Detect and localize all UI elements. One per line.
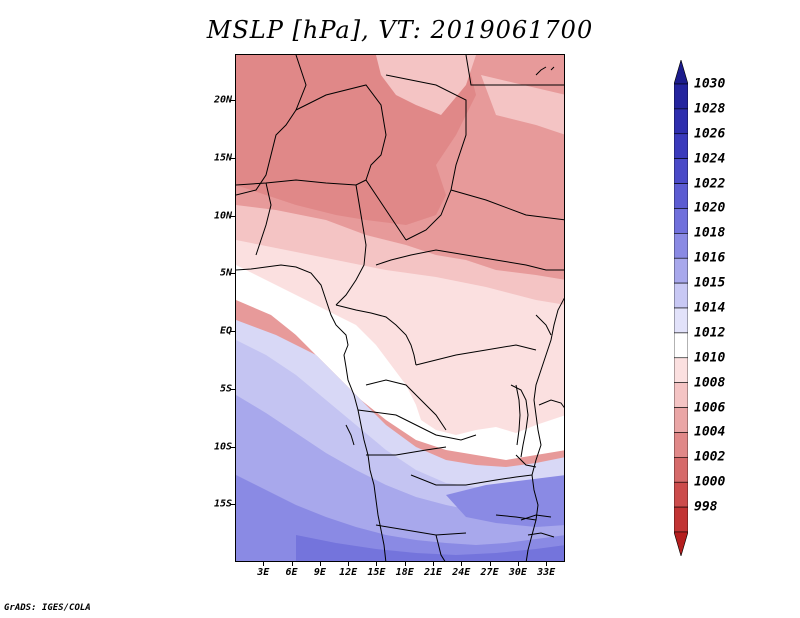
colorbar-label: 1015 [694, 275, 726, 291]
lon-tick-label: 30E [508, 567, 527, 578]
band-1014 [236, 265, 564, 460]
lat-tick-label: 10S [213, 441, 232, 453]
colorbar-swatch [674, 183, 688, 209]
colorbar-swatch [674, 83, 688, 110]
lat-tick-label: 5S [219, 383, 232, 395]
band-1015 [236, 320, 564, 495]
colorbar-swatch [674, 457, 688, 483]
lat-tick [231, 273, 236, 275]
colorbar-label: 1020 [694, 200, 726, 216]
lon-tick [319, 561, 321, 566]
colorbar-label: 1016 [694, 250, 726, 266]
colorbar-swatch [674, 133, 688, 159]
lat-tick [231, 215, 236, 217]
colorbar-swatch [674, 332, 688, 359]
colorbar-label: 1000 [694, 474, 726, 490]
lon-tick [433, 561, 434, 566]
colorbar-label: 1022 [694, 176, 726, 192]
band-1022 [296, 535, 564, 561]
lon-tick [263, 561, 265, 566]
lon-tick [461, 561, 463, 566]
pressure-field [236, 55, 564, 561]
colorbar-label: 1026 [694, 126, 726, 142]
band-1020-east [446, 475, 564, 527]
colorbar-label: 1012 [694, 325, 726, 341]
colorbar-swatch [674, 382, 688, 408]
colorbar-max-arrow [674, 60, 688, 85]
colorbar-label: 1028 [694, 101, 726, 117]
colorbar-label: 1024 [694, 151, 726, 167]
lon-tick [376, 561, 378, 566]
lat-tick-label: EQ [219, 325, 232, 337]
lat-tick [231, 388, 236, 390]
lon-tick [546, 561, 548, 566]
colorbar-swatch [674, 108, 688, 135]
band-1012 [236, 240, 564, 445]
lon-tick-label: 15E [367, 567, 386, 578]
lon-tick-label: 9E [313, 567, 326, 578]
colorbar-swatch [674, 357, 688, 383]
lon-tick-label: 33E [537, 567, 556, 578]
map-title: MSLP [hPa], VT: 2019061700 [206, 16, 594, 44]
colorbar-label: 998 [694, 499, 718, 515]
colorbar-swatch [674, 158, 688, 184]
colorbar-swatch [674, 208, 688, 234]
colorbar-label: 1006 [694, 400, 726, 416]
lon-tick-label: 18E [395, 567, 414, 578]
colorbar-label: 1008 [694, 375, 726, 391]
colorbar-swatch [674, 257, 688, 284]
lon-tick-label: 12E [339, 567, 358, 578]
lat-tick [231, 331, 236, 333]
colorbar-swatch [674, 233, 688, 259]
pressure-map [235, 54, 565, 562]
colorbar-label: 1018 [694, 225, 726, 241]
lat-tick [231, 157, 236, 159]
colorbar-label: 1014 [694, 300, 726, 316]
colorbar-swatch [674, 407, 688, 433]
grads-credit: GrADS: IGES/COLA [4, 603, 91, 613]
lat-tick-label: 5N [219, 267, 232, 279]
lat-tick [231, 446, 236, 448]
lon-tick [489, 561, 491, 566]
colorbar-swatch [674, 481, 688, 508]
lat-tick [231, 504, 236, 506]
lon-tick-label: 24E [452, 567, 471, 578]
band-1010-east [481, 75, 564, 135]
pressure-colorbar [674, 60, 688, 556]
colorbar-label: 1010 [694, 350, 726, 366]
colorbar-label: 1004 [694, 424, 726, 440]
colorbar-swatch [674, 307, 688, 334]
lon-tick [348, 561, 350, 566]
colorbar-label: 1002 [694, 449, 726, 465]
colorbar-min-arrow [674, 531, 688, 556]
lon-tick [517, 561, 519, 566]
lat-tick-label: 15S [213, 498, 232, 510]
lon-tick-label: 27E [480, 567, 499, 578]
lon-tick [291, 561, 293, 566]
colorbar-swatch [674, 432, 688, 458]
coastlines [236, 55, 564, 561]
band-1010-north [376, 55, 476, 115]
lon-tick-label: 3E [257, 567, 270, 578]
colorbar-label: 1030 [694, 76, 726, 92]
colorbar-swatch [674, 506, 688, 533]
lat-tick-label: 10N [213, 210, 232, 222]
lon-tick-label: 6E [285, 567, 298, 578]
lat-tick-label: 15N [213, 152, 232, 164]
lon-tick-label: 21E [423, 567, 443, 578]
lat-tick [231, 100, 236, 102]
lat-tick-label: 20N [213, 94, 232, 106]
lon-tick [404, 561, 406, 566]
colorbar-swatch [674, 282, 688, 309]
